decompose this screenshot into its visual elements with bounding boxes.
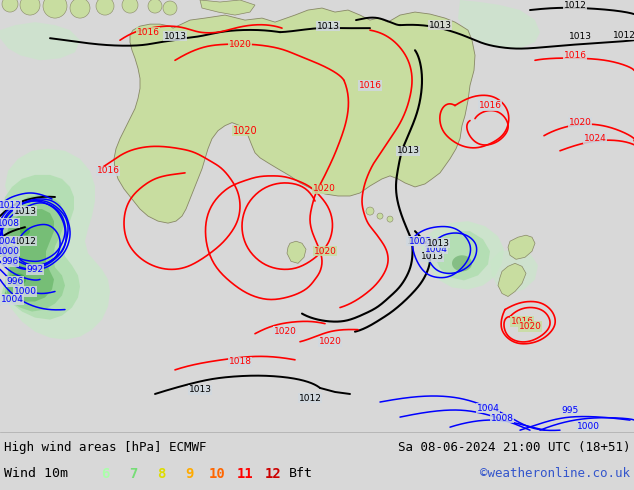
Text: 1020: 1020	[318, 337, 342, 346]
Polygon shape	[200, 0, 255, 15]
Polygon shape	[114, 8, 475, 223]
Text: 1000: 1000	[576, 422, 600, 431]
Text: 1004: 1004	[1, 295, 23, 304]
Polygon shape	[452, 255, 472, 271]
Text: 1004: 1004	[0, 237, 16, 245]
Text: 8: 8	[157, 467, 165, 481]
Text: 1016: 1016	[136, 27, 160, 37]
Text: Wind 10m: Wind 10m	[4, 467, 68, 480]
Polygon shape	[10, 273, 26, 286]
Text: 1018: 1018	[228, 357, 252, 367]
Text: 10: 10	[209, 467, 225, 481]
Polygon shape	[498, 263, 526, 296]
Text: 1013: 1013	[316, 22, 339, 31]
Text: 1004: 1004	[477, 404, 500, 413]
Text: 1004: 1004	[425, 245, 448, 254]
Text: 1012: 1012	[564, 0, 586, 9]
Text: 1012: 1012	[406, 237, 429, 245]
Text: 1020: 1020	[314, 247, 337, 256]
Polygon shape	[420, 221, 504, 290]
Polygon shape	[432, 231, 490, 280]
Text: 1012: 1012	[13, 237, 36, 245]
Circle shape	[122, 0, 138, 13]
Polygon shape	[20, 227, 30, 235]
Text: 1012: 1012	[612, 31, 634, 40]
Polygon shape	[508, 235, 535, 259]
Circle shape	[377, 213, 383, 219]
Text: 9: 9	[185, 467, 193, 481]
Circle shape	[70, 0, 90, 18]
Text: 1020: 1020	[569, 118, 592, 127]
Text: 1020: 1020	[229, 40, 252, 49]
Circle shape	[43, 0, 67, 18]
Text: 6: 6	[101, 467, 109, 481]
Polygon shape	[287, 241, 306, 263]
Text: 1008: 1008	[408, 237, 432, 245]
Text: 996: 996	[6, 277, 23, 286]
Text: 1013: 1013	[427, 239, 450, 248]
Text: ©weatheronline.co.uk: ©weatheronline.co.uk	[480, 467, 630, 480]
Text: 1013: 1013	[569, 32, 592, 41]
Circle shape	[387, 216, 393, 222]
Polygon shape	[0, 195, 65, 312]
Text: 992: 992	[27, 265, 44, 274]
Text: 1016: 1016	[358, 81, 382, 90]
Text: 1013: 1013	[164, 32, 186, 41]
Text: 1024: 1024	[584, 134, 606, 143]
Text: 1012: 1012	[299, 393, 321, 402]
Text: 1020: 1020	[313, 184, 335, 194]
Text: 1016: 1016	[510, 317, 533, 326]
Text: 1016: 1016	[564, 51, 586, 60]
Text: 1013: 1013	[396, 146, 420, 155]
Polygon shape	[458, 0, 540, 48]
Text: 1000: 1000	[0, 247, 20, 256]
Text: High wind areas [hPa] ECMWF: High wind areas [hPa] ECMWF	[4, 441, 207, 454]
Text: 1020: 1020	[273, 327, 297, 336]
Polygon shape	[0, 22, 80, 60]
Text: Bft: Bft	[289, 467, 313, 480]
Text: 1020: 1020	[519, 322, 541, 331]
Text: 1013: 1013	[429, 21, 451, 29]
Text: 1020: 1020	[233, 125, 257, 136]
Circle shape	[148, 0, 162, 13]
Text: 995: 995	[561, 406, 579, 415]
Polygon shape	[490, 249, 538, 294]
Text: 1016: 1016	[96, 167, 119, 175]
Text: 1016: 1016	[479, 101, 501, 110]
Circle shape	[163, 1, 177, 15]
Circle shape	[20, 0, 40, 15]
Polygon shape	[0, 175, 80, 319]
Text: 1012: 1012	[0, 200, 22, 210]
Text: 1013: 1013	[420, 252, 444, 261]
Text: 1013: 1013	[188, 386, 212, 394]
Text: 11: 11	[236, 467, 254, 481]
Text: 1000: 1000	[13, 287, 37, 296]
Text: 996: 996	[1, 257, 18, 266]
Text: Sa 08-06-2024 21:00 UTC (18+51): Sa 08-06-2024 21:00 UTC (18+51)	[398, 441, 630, 454]
Circle shape	[96, 0, 114, 15]
Text: 1008: 1008	[0, 219, 20, 228]
Text: 1013: 1013	[13, 207, 37, 216]
Polygon shape	[5, 209, 54, 301]
Circle shape	[2, 0, 18, 12]
Text: 12: 12	[264, 467, 281, 481]
Text: 7: 7	[129, 467, 137, 481]
Circle shape	[366, 207, 374, 215]
Polygon shape	[0, 248, 11, 258]
Text: 1008: 1008	[491, 414, 514, 422]
Polygon shape	[0, 149, 110, 340]
